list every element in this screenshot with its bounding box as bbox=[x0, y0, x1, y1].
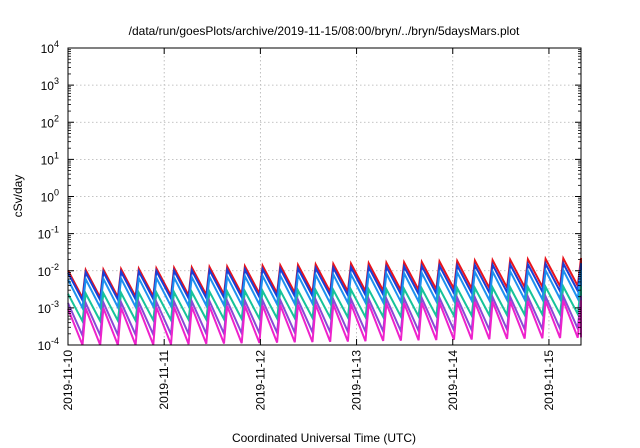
x-axis-label: Coordinated Universal Time (UTC) bbox=[232, 431, 416, 445]
y-axis-label: cSv/day bbox=[11, 175, 25, 218]
series-line-6 bbox=[67, 300, 582, 346]
y-tick-label: 10-2 bbox=[38, 262, 59, 279]
y-tick-label: 102 bbox=[41, 113, 59, 130]
y-tick-label: 103 bbox=[41, 76, 59, 93]
y-tick-label: 10-1 bbox=[38, 225, 59, 242]
series-line-4 bbox=[67, 283, 582, 325]
series-line-3 bbox=[67, 266, 582, 312]
grid-lines bbox=[68, 48, 581, 345]
x-tick-label: 2019-11-11 bbox=[157, 350, 171, 410]
data-series bbox=[67, 255, 582, 346]
y-tick-label: 104 bbox=[41, 39, 59, 56]
y-tick-label: 10-4 bbox=[38, 336, 59, 353]
x-tick-label: 2019-11-13 bbox=[350, 350, 364, 411]
x-tick-label: 2019-11-14 bbox=[446, 350, 460, 411]
x-tick-label: 2019-11-15 bbox=[542, 350, 556, 411]
x-tick-label: 2019-11-12 bbox=[253, 350, 267, 411]
y-tick-label: 100 bbox=[41, 188, 59, 205]
y-axis-ticks: 10-4 10-3 10-2 10-1 100 101 102 103 104 bbox=[38, 39, 581, 353]
x-axis-ticks: 2019-11-10 2019-11-11 2019-11-12 2019-11-13… bbox=[61, 48, 556, 411]
chart-title: /data/run/goesPlots/archive/2019-11-15/0… bbox=[129, 24, 520, 38]
x-tick-label: 2019-11-10 bbox=[61, 350, 75, 411]
y-tick-label: 10-3 bbox=[38, 299, 59, 316]
y-tick-label: 101 bbox=[41, 150, 59, 167]
